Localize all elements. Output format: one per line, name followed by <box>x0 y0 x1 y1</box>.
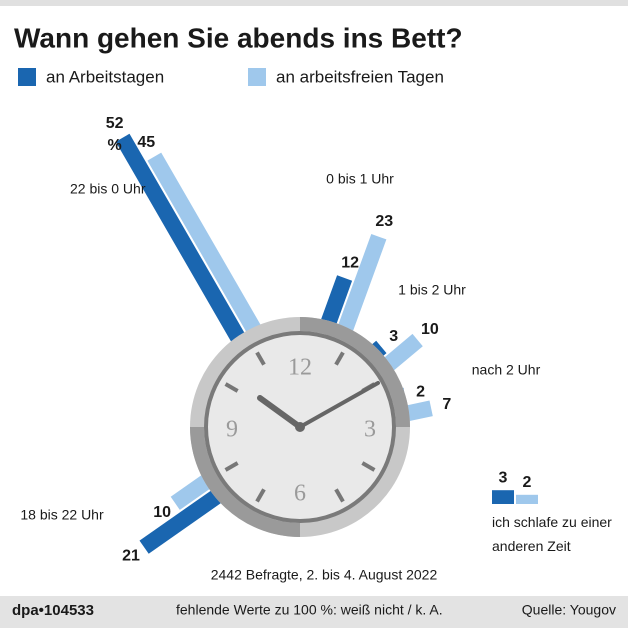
bar <box>335 234 387 339</box>
legend-label: an arbeitsfreien Tagen <box>276 67 444 86</box>
clock-numeral: 6 <box>294 481 306 507</box>
bar <box>147 152 265 340</box>
legend-label: an Arbeitstagen <box>46 67 164 86</box>
clock-tick <box>224 461 239 472</box>
clock-center <box>295 422 305 432</box>
clock-tick <box>334 488 345 503</box>
bar <box>139 485 228 554</box>
bar <box>516 494 538 504</box>
bars <box>115 133 433 554</box>
hour-hand <box>257 395 303 430</box>
value-label: 3 <box>389 328 398 345</box>
chart-title: Wann gehen Sie abends ins Bett? <box>14 22 463 53</box>
category-label: 0 bis 1 Uhr <box>326 171 394 187</box>
value-label: 2 <box>523 474 532 491</box>
clock-tick <box>334 351 345 366</box>
clock-arc <box>190 427 300 537</box>
category-label: 1 bis 2 Uhr <box>398 282 466 298</box>
value-label: 52 <box>106 115 124 132</box>
value-label: 3 <box>499 469 508 486</box>
category-label: 22 bis 0 Uhr <box>70 181 146 197</box>
legend-swatch <box>248 68 266 86</box>
value-label: 2 <box>416 383 425 400</box>
category-label: 18 bis 22 Uhr <box>20 507 104 523</box>
clock-arc <box>300 317 410 427</box>
value-label: 45 <box>137 134 155 151</box>
value-label: 23 <box>375 213 393 230</box>
category-label: nach 2 Uhr <box>472 362 541 378</box>
footer-remark: fehlende Werte zu 100 %: weiß nicht / k.… <box>176 602 443 618</box>
clock-numeral: 12 <box>288 355 312 381</box>
minute-hand <box>298 381 380 429</box>
value-label: 10 <box>153 504 171 521</box>
note: 2442 Befragte, 2. bis 4. August 2022 <box>211 567 438 583</box>
clock-tick <box>255 488 266 503</box>
clock-tick <box>224 382 239 393</box>
footer-source: Quelle: Yougov <box>522 602 616 618</box>
category-label: ich schlafe zu einer anderen Zeit <box>492 514 612 554</box>
bar <box>318 275 353 333</box>
bar <box>492 490 514 504</box>
clock-tick <box>361 461 376 472</box>
value-label: 21 <box>122 548 140 565</box>
clock-numeral: 3 <box>364 417 376 443</box>
legend-swatch <box>18 68 36 86</box>
bar <box>115 133 250 349</box>
unit-label: % <box>107 137 121 154</box>
footer-band <box>0 596 628 628</box>
value-label: 12 <box>341 254 359 271</box>
clock-numeral: 9 <box>226 417 238 443</box>
top-strip <box>0 0 628 6</box>
footer-id: dpa•104533 <box>12 602 94 619</box>
clock-tick <box>255 351 266 366</box>
value-label: 7 <box>442 396 451 413</box>
clock: 12 3 6 9 <box>190 317 410 537</box>
value-label: 10 <box>421 321 439 338</box>
